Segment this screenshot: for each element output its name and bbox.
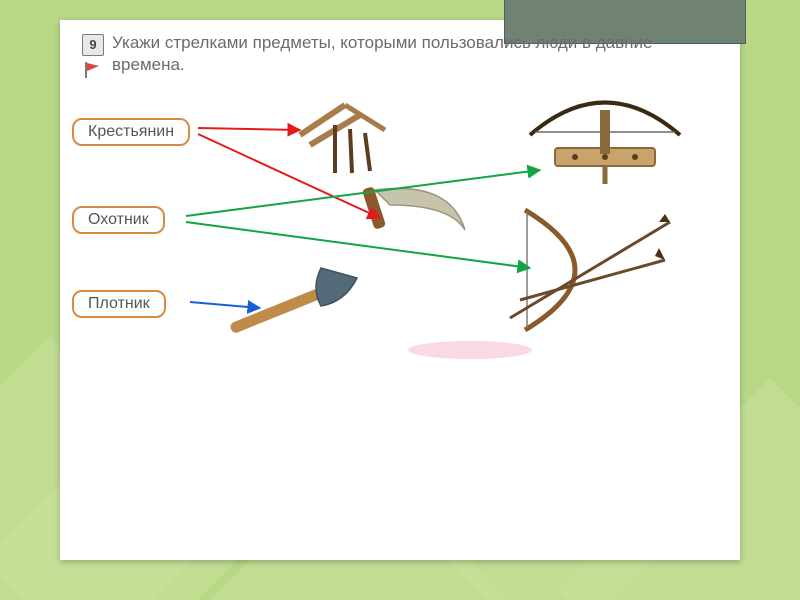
question-text: Укажи стрелками предметы, которыми польз… [112, 32, 682, 76]
flag-icon [82, 60, 102, 80]
stage: 9 Укажи стрелками предметы, которыми пол… [0, 0, 800, 600]
object-plough [290, 95, 400, 180]
label-text: Крестьянин [88, 123, 174, 140]
object-axe [225, 260, 365, 355]
object-crossbow [520, 80, 690, 195]
label-text: Плотник [88, 295, 150, 312]
object-bow [505, 200, 685, 345]
label-hunter: Охотник [72, 206, 165, 234]
label-peasant: Крестьянин [72, 118, 190, 146]
label-carpenter: Плотник [72, 290, 166, 318]
question-number: 9 [82, 34, 104, 56]
object-sickle [360, 175, 480, 270]
smudge [400, 335, 540, 370]
label-text: Охотник [88, 211, 149, 228]
